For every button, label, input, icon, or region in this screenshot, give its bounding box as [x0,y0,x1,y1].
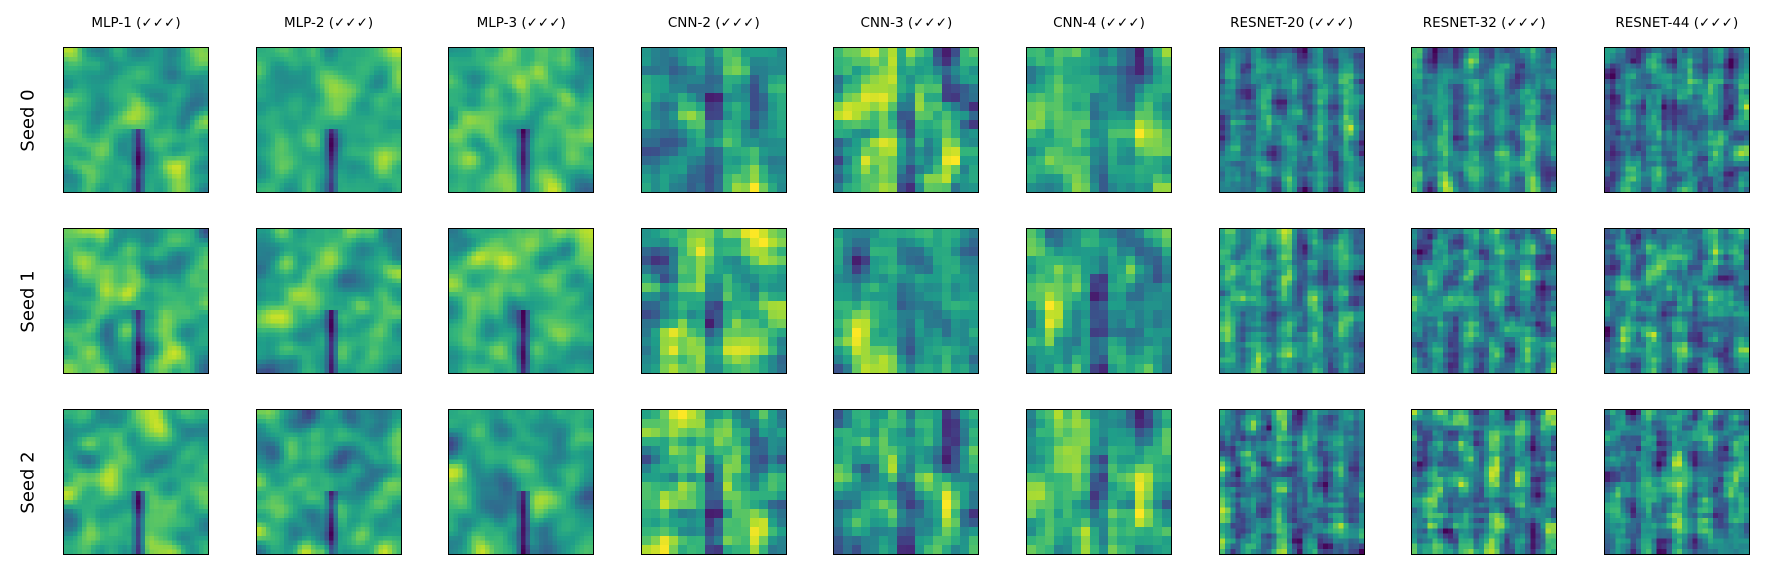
heatmap-panel [1411,47,1558,193]
column-title: CNN-3 (✓✓✓) [860,15,953,31]
heatmap-panel [833,47,980,193]
heatmap-image [641,229,786,373]
heatmap-panel [448,409,595,555]
heatmap-panel [640,409,787,555]
heatmap-panel [1026,228,1172,374]
heatmap-panel [640,228,787,374]
heatmap-panel [1603,228,1750,374]
heatmap-panel [1603,409,1750,555]
heatmap-image [641,48,786,192]
row-label: Seed 2 [8,409,48,555]
heatmap-image [834,48,979,192]
heatmap-image [834,410,979,554]
heatmap-image [256,48,401,192]
column-title: MLP-2 (✓✓✓) [283,15,374,31]
heatmap-image [256,229,401,373]
heatmap-panel [63,228,209,374]
column-title: MLP-3 (✓✓✓) [476,15,566,31]
heatmap-panel [1218,228,1365,374]
heatmap-panel [1026,409,1172,555]
heatmap-image [1604,48,1749,192]
heatmap-image [1412,48,1557,192]
row-label: Seed 0 [8,47,48,193]
heatmap-panel [833,409,980,555]
heatmap-image [449,410,594,554]
heatmap-image [834,229,979,373]
row-label-text: Seed 0 [17,88,39,152]
column-title: RESNET-32 (✓✓✓) [1422,15,1546,31]
heatmap-panel [1026,47,1172,193]
heatmap-image [1412,410,1557,554]
heatmap-image [64,229,208,373]
heatmap-panel [255,47,402,193]
heatmap-image [1604,229,1749,373]
column-title: MLP-1 (✓✓✓) [91,15,181,31]
heatmap-panel [255,409,402,555]
heatmap-image [449,48,594,192]
heatmap-panel [448,228,595,374]
heatmap-panel [448,47,595,193]
column-title: CNN-4 (✓✓✓) [1053,15,1145,31]
column-title: RESNET-44 (✓✓✓) [1615,15,1739,31]
heatmap-panel [1603,47,1750,193]
heatmap-panel [63,409,209,555]
heatmap-image [256,410,401,554]
heatmap-image [1027,229,1171,373]
heatmap-image [1027,410,1171,554]
row-label-text: Seed 2 [17,450,39,514]
heatmap-panel [1411,409,1558,555]
heatmap-image [449,229,594,373]
heatmap-image [1219,410,1364,554]
heatmap-panel [1218,409,1365,555]
heatmap-panel [1218,47,1365,193]
heatmap-panel [833,228,980,374]
heatmap-image [64,410,208,554]
heatmap-image [1604,410,1749,554]
row-label-text: Seed 1 [17,269,39,333]
heatmap-image [1219,229,1364,373]
heatmap-image [1219,48,1364,192]
heatmap-image [1412,229,1557,373]
heatmap-panel [63,47,209,193]
heatmap-image [64,48,208,192]
heatmap-panel [1411,228,1558,374]
heatmap-image [1027,48,1171,192]
row-label: Seed 1 [8,228,48,374]
column-title: RESNET-20 (✓✓✓) [1230,15,1354,31]
heatmap-panel [640,47,787,193]
column-title: CNN-2 (✓✓✓) [667,15,760,31]
heatmap-image [641,410,786,554]
heatmap-panel [255,228,402,374]
